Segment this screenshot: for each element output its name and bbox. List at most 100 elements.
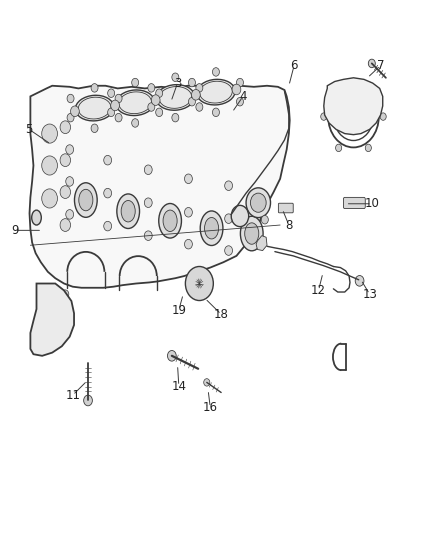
Circle shape (184, 174, 192, 183)
Circle shape (104, 156, 112, 165)
Circle shape (261, 215, 268, 224)
Circle shape (365, 82, 371, 89)
Circle shape (104, 221, 112, 231)
Circle shape (91, 124, 98, 133)
Ellipse shape (75, 95, 114, 121)
Circle shape (132, 119, 139, 127)
Circle shape (365, 144, 371, 151)
Text: 3: 3 (174, 77, 181, 90)
Circle shape (66, 145, 74, 155)
Ellipse shape (159, 204, 181, 238)
Circle shape (145, 165, 152, 174)
Circle shape (212, 68, 219, 76)
Circle shape (111, 100, 120, 111)
Circle shape (185, 266, 213, 301)
Circle shape (60, 121, 71, 134)
Ellipse shape (116, 90, 154, 116)
Ellipse shape (79, 189, 93, 211)
Circle shape (355, 276, 364, 286)
Circle shape (44, 311, 60, 330)
Circle shape (108, 89, 115, 98)
Circle shape (42, 189, 57, 208)
Circle shape (246, 188, 271, 217)
Text: 19: 19 (171, 304, 186, 317)
Circle shape (60, 219, 71, 231)
Ellipse shape (200, 211, 223, 246)
Circle shape (237, 98, 244, 106)
Ellipse shape (245, 223, 259, 244)
Text: 4: 4 (239, 90, 247, 103)
Circle shape (368, 59, 375, 68)
Circle shape (39, 305, 65, 337)
Text: 14: 14 (171, 379, 186, 393)
Ellipse shape (240, 216, 263, 251)
Circle shape (115, 114, 122, 122)
Text: 11: 11 (65, 389, 80, 402)
Text: 16: 16 (203, 401, 218, 414)
Ellipse shape (117, 194, 140, 229)
Circle shape (188, 98, 195, 106)
Circle shape (225, 214, 233, 223)
Text: 12: 12 (311, 284, 326, 297)
Circle shape (42, 124, 57, 143)
Ellipse shape (74, 183, 97, 217)
Text: 7: 7 (377, 59, 384, 72)
Text: 9: 9 (11, 224, 18, 237)
Circle shape (212, 108, 219, 117)
Circle shape (184, 239, 192, 249)
Circle shape (232, 84, 241, 95)
Circle shape (36, 292, 43, 300)
Circle shape (155, 108, 162, 117)
Ellipse shape (32, 210, 41, 225)
FancyBboxPatch shape (279, 203, 293, 213)
Circle shape (151, 95, 160, 106)
Circle shape (191, 90, 200, 100)
Circle shape (188, 78, 195, 87)
Circle shape (167, 351, 176, 361)
Circle shape (148, 84, 155, 92)
Circle shape (231, 205, 249, 227)
Circle shape (66, 176, 74, 186)
Circle shape (204, 378, 210, 386)
Circle shape (60, 154, 71, 166)
Circle shape (60, 185, 71, 198)
Circle shape (237, 78, 244, 87)
Text: 5: 5 (25, 123, 33, 136)
Circle shape (84, 395, 92, 406)
Circle shape (145, 231, 152, 240)
Circle shape (172, 114, 179, 122)
Circle shape (71, 106, 79, 117)
Text: 8: 8 (285, 219, 293, 231)
Circle shape (42, 156, 57, 175)
Circle shape (172, 73, 179, 82)
Text: 6: 6 (290, 59, 298, 72)
Ellipse shape (121, 200, 135, 222)
Circle shape (155, 89, 162, 98)
Circle shape (145, 198, 152, 207)
Circle shape (67, 114, 74, 122)
Circle shape (225, 181, 233, 190)
Circle shape (148, 103, 155, 111)
Ellipse shape (163, 210, 177, 231)
Circle shape (91, 84, 98, 92)
Circle shape (66, 209, 74, 219)
Ellipse shape (205, 217, 219, 239)
Circle shape (67, 94, 74, 103)
Circle shape (184, 207, 192, 217)
Circle shape (336, 144, 342, 151)
Circle shape (321, 113, 327, 120)
Text: 13: 13 (362, 288, 377, 301)
Polygon shape (324, 78, 383, 135)
Text: 10: 10 (364, 197, 379, 211)
Circle shape (115, 94, 122, 103)
Circle shape (62, 290, 69, 298)
Circle shape (196, 84, 203, 92)
Circle shape (336, 82, 342, 89)
Circle shape (104, 188, 112, 198)
Polygon shape (30, 284, 74, 356)
Circle shape (196, 103, 203, 111)
Text: 18: 18 (214, 308, 229, 321)
Circle shape (132, 78, 139, 87)
FancyBboxPatch shape (343, 197, 365, 208)
Ellipse shape (197, 79, 235, 105)
